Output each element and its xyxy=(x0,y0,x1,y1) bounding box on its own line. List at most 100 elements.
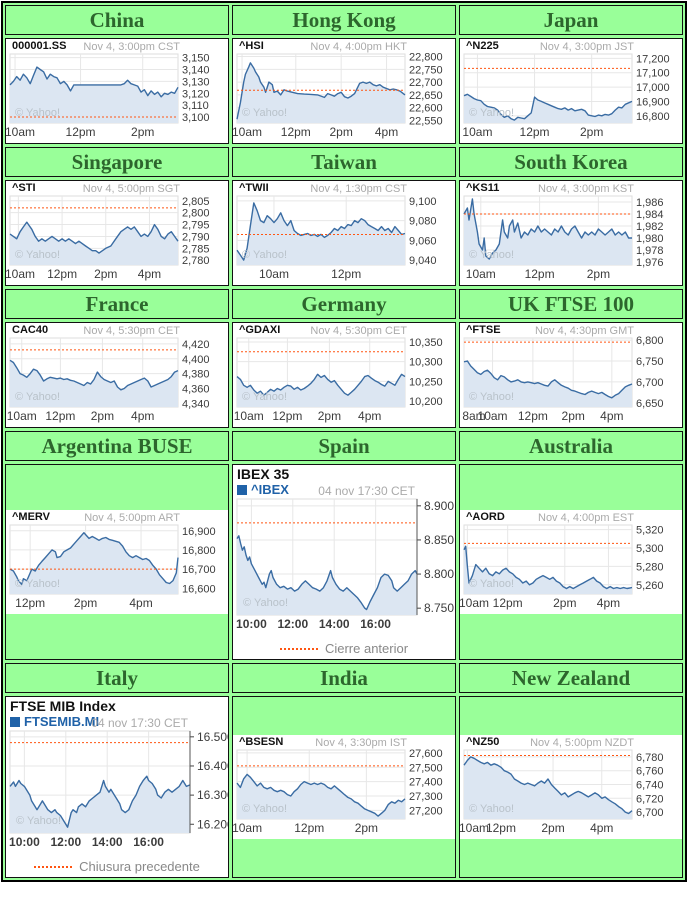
chart-india[interactable]: ^BSESN Nov 4, 3:30pm IST © Yahoo! 27,600… xyxy=(233,735,455,839)
svg-text:2,785: 2,785 xyxy=(182,243,210,255)
svg-text:6,700: 6,700 xyxy=(636,807,664,819)
yahoo-watermark: © Yahoo! xyxy=(16,815,62,827)
svg-text:5,280: 5,280 xyxy=(636,561,664,573)
svg-text:10am: 10am xyxy=(460,596,489,610)
svg-text:2,800: 2,800 xyxy=(182,208,210,220)
svg-text:1,978: 1,978 xyxy=(636,245,664,257)
yahoo-watermark: © Yahoo! xyxy=(469,249,515,261)
yahoo-watermark: © Yahoo! xyxy=(242,803,288,815)
country-title: Italy xyxy=(96,665,138,690)
svg-text:2pm: 2pm xyxy=(131,125,154,139)
ticker-label: ^GDAXI xyxy=(239,324,281,336)
svg-text:2pm: 2pm xyxy=(318,409,341,423)
svg-text:6,800: 6,800 xyxy=(636,335,664,347)
country-title: New Zealand xyxy=(511,665,631,690)
chart-cell-india: ^BSESN Nov 4, 3:30pm IST © Yahoo! 27,600… xyxy=(232,696,456,878)
svg-text:8.750: 8.750 xyxy=(424,601,454,615)
chart-spain[interactable]: IBEX 35 ^IBEX 04 nov 17:30 CET © Yahoo! … xyxy=(233,465,455,659)
svg-text:4,340: 4,340 xyxy=(182,398,210,410)
svg-text:10:00: 10:00 xyxy=(236,617,267,631)
svg-text:2pm: 2pm xyxy=(580,125,603,139)
svg-text:12:00: 12:00 xyxy=(50,835,81,849)
chart-singapore[interactable]: ^STI Nov 4, 5:00pm SGT © Yahoo! 2,805 2,8… xyxy=(6,181,228,285)
dotted-line-sample-icon xyxy=(34,865,73,868)
svg-text:4,360: 4,360 xyxy=(182,383,210,395)
svg-text:10am: 10am xyxy=(478,409,508,423)
header-argentina-buse: Argentina BUSE xyxy=(5,431,229,461)
svg-text:16:00: 16:00 xyxy=(133,835,164,849)
ticker-label: FTSEMIB.MI xyxy=(24,714,100,729)
chart-australia[interactable]: ^AORD Nov 4, 4:00pm EST © Yahoo! 5,320 5,… xyxy=(460,510,682,614)
chart-germany[interactable]: ^GDAXI Nov 4, 5:30pm CET © Yahoo! 10,350… xyxy=(233,323,455,427)
chart-cell-france: CAC40 Nov 4, 5:30pm CET © Yahoo! 4,420 4,… xyxy=(5,322,229,428)
header-australia: Australia xyxy=(459,431,683,461)
svg-text:16.400: 16.400 xyxy=(197,759,228,773)
chart-hong-kong[interactable]: ^HSI Nov 4, 4:00pm HKT © Yahoo! 22,800 22… xyxy=(233,39,455,143)
chart-cell-germany: ^GDAXI Nov 4, 5:30pm CET © Yahoo! 10,350… xyxy=(232,322,456,428)
svg-text:4pm: 4pm xyxy=(375,125,398,139)
svg-text:16,900: 16,900 xyxy=(636,96,670,108)
header-india: India xyxy=(232,663,456,693)
chart-china[interactable]: 000001.SS Nov 4, 3:00pm CST © Yahoo! 3,1… xyxy=(6,39,228,143)
svg-text:5,300: 5,300 xyxy=(636,543,664,555)
svg-text:2pm: 2pm xyxy=(355,821,378,835)
country-title: Hong Kong xyxy=(292,7,396,32)
svg-text:22,800: 22,800 xyxy=(409,52,443,64)
header-germany: Germany xyxy=(232,289,456,319)
svg-text:27,600: 27,600 xyxy=(409,748,443,760)
chart-cell-singapore: ^STI Nov 4, 5:00pm SGT © Yahoo! 2,805 2,8… xyxy=(5,180,229,286)
svg-text:6,700: 6,700 xyxy=(636,377,664,389)
chart-france[interactable]: CAC40 Nov 4, 5:30pm CET © Yahoo! 4,420 4,… xyxy=(6,323,228,427)
svg-text:10,250: 10,250 xyxy=(409,376,443,388)
svg-text:3,110: 3,110 xyxy=(182,100,209,112)
country-title: South Korea xyxy=(514,149,628,174)
svg-text:22,600: 22,600 xyxy=(409,103,443,115)
chart-cell-china: 000001.SS Nov 4, 3:00pm CST © Yahoo! 3,1… xyxy=(5,38,229,144)
country-title: Japan xyxy=(543,7,599,32)
svg-text:1,980: 1,980 xyxy=(636,233,664,245)
header-taiwan: Taiwan xyxy=(232,147,456,177)
chart-japan[interactable]: ^N225 Nov 4, 3:00pm JST © Yahoo! 17,200 1… xyxy=(460,39,682,143)
svg-text:12:00: 12:00 xyxy=(277,617,308,631)
chart-new-zealand[interactable]: ^NZ50 Nov 4, 5:00pm NZDT © Yahoo! 6,780 6… xyxy=(460,735,682,839)
chart-cell-japan: ^N225 Nov 4, 3:00pm JST © Yahoo! 17,200 1… xyxy=(459,38,683,144)
price-plot: 17,200 17,100 17,000 16,900 16,800 10am 12pm 2p… xyxy=(462,53,670,139)
svg-text:2pm: 2pm xyxy=(94,267,117,281)
chart-cell-uk-ftse: ^FTSE Nov 4, 4:30pm GMT © Yahoo! 6,800 6,… xyxy=(459,322,683,428)
svg-text:2,795: 2,795 xyxy=(182,220,210,232)
chart-argentina[interactable]: ^MERV Nov 4, 5:00pm ART © Yahoo! 16,900 1… xyxy=(6,510,228,614)
country-title: Spain xyxy=(318,433,370,458)
ticker-label: CAC40 xyxy=(12,324,49,336)
svg-text:2,780: 2,780 xyxy=(182,255,210,267)
chart-south-korea[interactable]: ^KS11 Nov 4, 3:00pm KST © Yahoo! 1,986 1,… xyxy=(460,181,682,285)
header-france: France xyxy=(5,289,229,319)
svg-text:27,300: 27,300 xyxy=(409,791,443,803)
svg-text:22,550: 22,550 xyxy=(409,115,443,127)
svg-text:6,760: 6,760 xyxy=(636,766,664,778)
svg-text:12pm: 12pm xyxy=(66,125,96,139)
svg-text:12pm: 12pm xyxy=(486,821,516,835)
yahoo-watermark: © Yahoo! xyxy=(469,803,515,815)
chart-italy[interactable]: FTSE MIB Index FTSEMIB.MI 04 nov 17:30 C… xyxy=(6,697,228,877)
chart-cell-italy: FTSE MIB Index FTSEMIB.MI 04 nov 17:30 C… xyxy=(5,696,229,878)
series-legend: ^IBEX xyxy=(237,482,289,497)
svg-text:12pm: 12pm xyxy=(493,596,523,610)
chart-datetime: 04 nov 17:30 CET xyxy=(318,484,415,498)
svg-text:17,000: 17,000 xyxy=(636,82,670,94)
svg-text:12pm: 12pm xyxy=(520,125,550,139)
chart-datetime: 04 nov 17:30 CET xyxy=(91,716,188,730)
chart-taiwan[interactable]: ^TWII Nov 4, 1:30pm CST © Yahoo! 9,100 9,… xyxy=(233,181,455,285)
svg-text:5,260: 5,260 xyxy=(636,580,664,592)
svg-text:2pm: 2pm xyxy=(329,125,352,139)
svg-text:10am: 10am xyxy=(6,267,35,281)
chart-uk-ftse[interactable]: ^FTSE Nov 4, 4:30pm GMT © Yahoo! 6,800 6,… xyxy=(460,323,682,427)
header-italy: Italy xyxy=(5,663,229,693)
header-spain: Spain xyxy=(232,431,456,461)
svg-text:9,080: 9,080 xyxy=(409,216,437,228)
ticker-label: 000001.SS xyxy=(12,40,67,52)
svg-text:22,700: 22,700 xyxy=(409,77,443,89)
price-plot: 8.900 8.850 8.800 8.750 10:00 12:00 14:00 16:00 xyxy=(236,498,454,631)
svg-text:12pm: 12pm xyxy=(281,125,311,139)
